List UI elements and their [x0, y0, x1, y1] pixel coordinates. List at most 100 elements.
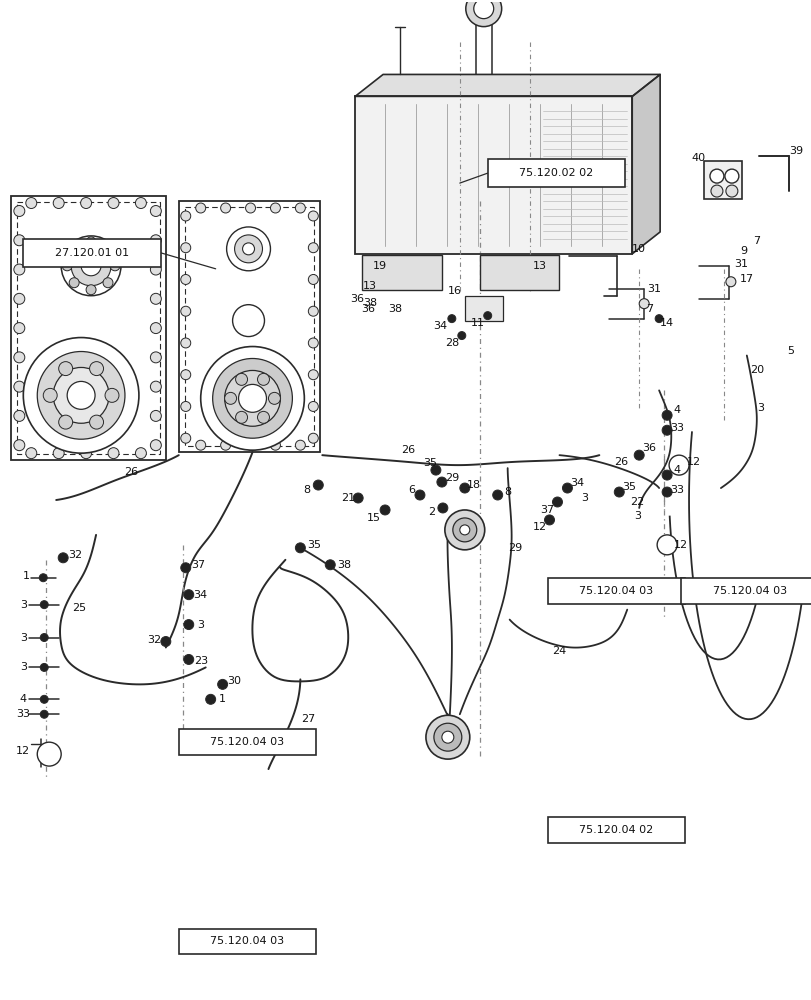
- Circle shape: [108, 448, 119, 459]
- Circle shape: [69, 244, 79, 254]
- Circle shape: [457, 332, 466, 340]
- Circle shape: [308, 338, 318, 348]
- Text: 33: 33: [669, 485, 683, 495]
- Circle shape: [86, 237, 96, 247]
- Circle shape: [414, 490, 424, 500]
- Text: 34: 34: [193, 590, 208, 600]
- Bar: [547, 578, 684, 604]
- Circle shape: [426, 715, 470, 759]
- Circle shape: [308, 274, 318, 284]
- Circle shape: [161, 637, 170, 646]
- Circle shape: [709, 169, 723, 183]
- Circle shape: [86, 285, 96, 295]
- Circle shape: [441, 731, 453, 743]
- Text: 11: 11: [470, 318, 484, 328]
- Text: 75.120.04 03: 75.120.04 03: [578, 586, 653, 596]
- Text: 3: 3: [19, 633, 27, 643]
- Circle shape: [270, 440, 280, 450]
- Circle shape: [459, 483, 470, 493]
- Text: 8: 8: [303, 485, 310, 495]
- Circle shape: [14, 410, 25, 421]
- Text: 4: 4: [672, 405, 680, 415]
- Circle shape: [436, 477, 446, 487]
- Bar: [464, 296, 502, 321]
- Circle shape: [14, 235, 25, 246]
- Bar: [547, 817, 684, 843]
- Circle shape: [226, 227, 270, 271]
- Circle shape: [181, 243, 191, 253]
- Text: 3: 3: [580, 493, 587, 503]
- Text: 27: 27: [301, 714, 315, 724]
- Circle shape: [150, 264, 161, 275]
- Circle shape: [245, 203, 255, 213]
- Circle shape: [89, 415, 104, 429]
- Text: 25: 25: [72, 603, 86, 613]
- Text: 14: 14: [659, 318, 673, 328]
- Circle shape: [433, 723, 461, 751]
- Text: 3: 3: [757, 403, 763, 413]
- Circle shape: [270, 203, 280, 213]
- Text: 15: 15: [367, 513, 380, 523]
- Bar: [703, 161, 741, 199]
- Circle shape: [257, 411, 269, 423]
- Circle shape: [313, 480, 323, 490]
- Circle shape: [14, 264, 25, 275]
- Text: 28: 28: [444, 338, 458, 348]
- Text: 37: 37: [540, 505, 554, 515]
- Text: 36: 36: [361, 304, 375, 314]
- Bar: [362, 255, 441, 290]
- Text: 36: 36: [642, 443, 655, 453]
- Text: 40: 40: [691, 153, 706, 163]
- Circle shape: [725, 185, 737, 197]
- Text: 12: 12: [532, 522, 546, 532]
- Circle shape: [109, 261, 120, 271]
- Circle shape: [448, 315, 455, 323]
- Circle shape: [325, 560, 335, 570]
- Text: 12: 12: [673, 540, 687, 550]
- Circle shape: [295, 440, 305, 450]
- Polygon shape: [354, 74, 659, 96]
- Text: 24: 24: [551, 646, 566, 656]
- Circle shape: [444, 510, 484, 550]
- Circle shape: [308, 370, 318, 380]
- Bar: [354, 96, 632, 254]
- Circle shape: [67, 381, 95, 409]
- Circle shape: [431, 465, 440, 475]
- Text: 75.120.04 03: 75.120.04 03: [210, 737, 285, 747]
- Text: 2: 2: [428, 507, 435, 517]
- Circle shape: [39, 574, 47, 582]
- Circle shape: [89, 362, 104, 376]
- Circle shape: [242, 243, 254, 255]
- Text: 12: 12: [16, 746, 30, 756]
- Circle shape: [638, 299, 648, 309]
- Circle shape: [466, 0, 501, 27]
- Circle shape: [71, 246, 111, 286]
- Circle shape: [150, 352, 161, 363]
- Circle shape: [61, 236, 121, 296]
- Text: 10: 10: [632, 244, 646, 254]
- Circle shape: [41, 710, 48, 718]
- Circle shape: [181, 563, 191, 573]
- Circle shape: [221, 203, 230, 213]
- Circle shape: [103, 244, 113, 254]
- Circle shape: [41, 663, 48, 671]
- Text: 26: 26: [401, 445, 414, 455]
- Circle shape: [43, 388, 57, 402]
- Circle shape: [150, 440, 161, 451]
- Circle shape: [150, 323, 161, 334]
- Text: 22: 22: [629, 497, 644, 507]
- Text: 5: 5: [786, 346, 793, 356]
- Circle shape: [212, 358, 292, 438]
- Circle shape: [245, 440, 255, 450]
- Circle shape: [183, 620, 194, 630]
- Circle shape: [195, 203, 205, 213]
- Circle shape: [41, 634, 48, 642]
- Text: 33: 33: [16, 709, 30, 719]
- Circle shape: [181, 338, 191, 348]
- Circle shape: [14, 352, 25, 363]
- Circle shape: [26, 198, 36, 209]
- Circle shape: [308, 306, 318, 316]
- Text: 1: 1: [23, 571, 30, 581]
- Text: 23: 23: [193, 656, 208, 666]
- Text: 35: 35: [307, 540, 321, 550]
